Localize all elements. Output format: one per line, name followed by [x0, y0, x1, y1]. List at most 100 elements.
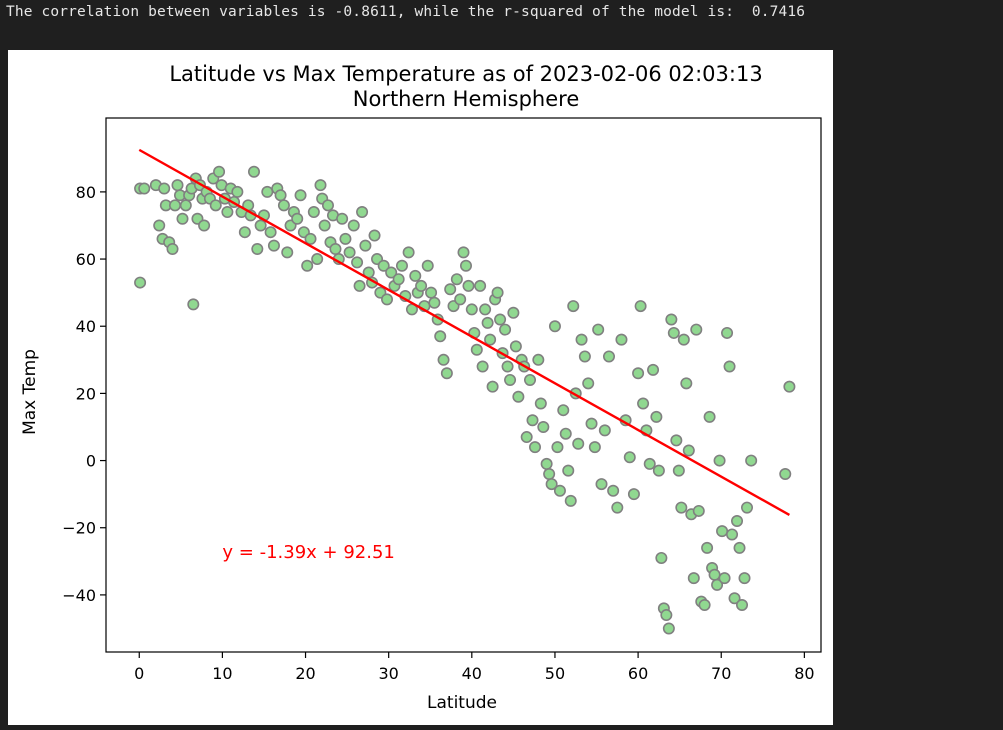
data-point: [713, 454, 726, 467]
data-point: [171, 179, 184, 192]
data-point: [179, 199, 192, 212]
chart-title-line2: Northern Hemisphere: [353, 87, 580, 111]
data-point: [726, 528, 739, 541]
data-point: [509, 340, 522, 353]
y-tick-label: 40: [76, 317, 96, 336]
y-tick-label: 60: [76, 250, 96, 269]
data-point: [598, 424, 611, 437]
data-point: [662, 622, 675, 635]
data-point: [687, 572, 700, 585]
data-point: [134, 276, 147, 289]
data-point: [721, 326, 734, 339]
data-point: [650, 410, 663, 423]
data-point: [428, 296, 441, 309]
data-point: [251, 242, 264, 255]
data-point: [783, 380, 796, 393]
data-point: [321, 199, 334, 212]
data-point: [745, 454, 758, 467]
data-point: [607, 484, 620, 497]
data-point: [421, 259, 434, 272]
data-point: [703, 410, 716, 423]
data-point: [738, 572, 751, 585]
data-point: [238, 226, 251, 239]
x-tick-label: 40: [462, 664, 482, 683]
data-point: [277, 199, 290, 212]
data-point: [301, 259, 314, 272]
data-point: [741, 501, 754, 514]
y-tick-label: 20: [76, 384, 96, 403]
data-point: [307, 206, 320, 219]
regression-equation: y = -1.39x + 92.51: [222, 542, 394, 563]
data-point: [392, 273, 405, 286]
data-point: [634, 300, 647, 313]
data-point: [637, 397, 650, 410]
data-point: [534, 397, 547, 410]
data-point: [680, 377, 693, 390]
data-point: [187, 298, 200, 311]
data-point: [359, 239, 372, 252]
data-point: [457, 246, 470, 259]
data-point: [602, 350, 615, 363]
data-point: [274, 189, 287, 202]
data-point: [166, 242, 179, 255]
y-tick-label: 0: [86, 452, 96, 471]
data-point: [501, 360, 514, 373]
data-point: [545, 478, 558, 491]
data-point: [716, 525, 729, 538]
data-point: [524, 373, 537, 386]
data-point: [281, 246, 294, 259]
console-output: The correlation between variables is -0.…: [6, 4, 806, 20]
data-point: [470, 343, 483, 356]
data-point: [314, 179, 327, 192]
data-point: [402, 246, 415, 259]
data-point: [356, 206, 369, 219]
data-point: [611, 501, 624, 514]
data-point: [318, 219, 331, 232]
data-point: [665, 313, 678, 326]
data-point: [231, 185, 244, 198]
data-point: [733, 541, 746, 554]
data-point: [623, 451, 636, 464]
data-point: [585, 417, 598, 430]
data-point: [736, 598, 749, 611]
x-tick-label: 70: [711, 664, 731, 683]
data-point: [557, 404, 570, 417]
data-point: [409, 269, 422, 282]
regression-line: [138, 148, 790, 516]
data-point: [672, 464, 685, 477]
data-point: [440, 367, 453, 380]
data-point: [261, 185, 274, 198]
data-point: [731, 515, 744, 528]
data-point: [723, 360, 736, 373]
data-point: [526, 414, 539, 427]
data-point: [459, 259, 472, 272]
data-point: [221, 206, 234, 219]
y-tick-label: −20: [62, 519, 96, 538]
data-point: [329, 242, 342, 255]
scatter-chart: Latitude vs Max Temperature as of 2023-0…: [20, 62, 822, 713]
data-point: [454, 293, 467, 306]
data-point: [504, 373, 517, 386]
data-point: [698, 598, 711, 611]
data-point: [198, 219, 211, 232]
data-point: [540, 457, 553, 470]
x-tick-label: 0: [134, 664, 144, 683]
x-tick-label: 60: [628, 664, 648, 683]
data-point: [647, 363, 660, 376]
x-tick-label: 80: [794, 664, 814, 683]
data-point: [692, 504, 705, 517]
plot-area: y = -1.39x + 92.51 0 10 20 30 40 50 60 70 80 −40 −2…: [62, 117, 822, 683]
data-point: [347, 219, 360, 232]
y-tick-label: −40: [62, 586, 96, 605]
data-point: [444, 283, 457, 296]
data-point: [711, 578, 724, 591]
data-point: [368, 229, 381, 242]
data-point: [138, 182, 151, 195]
data-point: [377, 259, 390, 272]
data-point: [627, 488, 640, 501]
x-tick-label: 50: [545, 664, 565, 683]
data-point: [486, 380, 499, 393]
data-point: [643, 457, 656, 470]
data-point: [690, 323, 703, 336]
data-point: [572, 437, 585, 450]
